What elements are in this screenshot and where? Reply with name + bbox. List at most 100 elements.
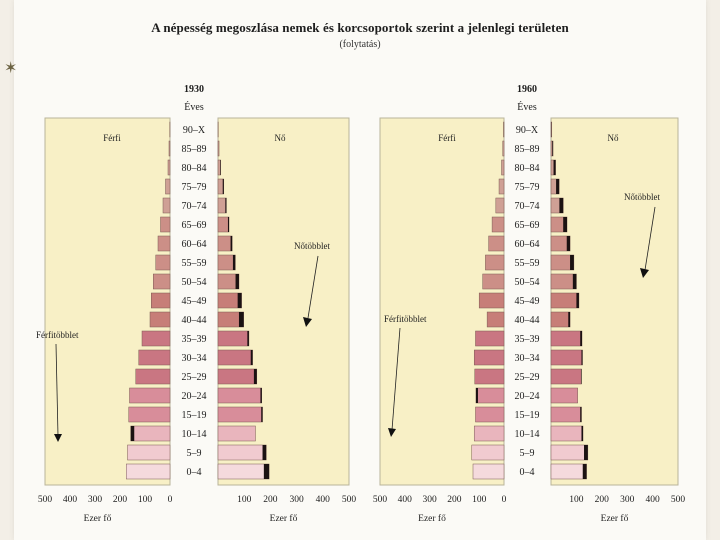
female-surplus-segment bbox=[580, 331, 582, 346]
bar-male-1930 bbox=[141, 330, 171, 347]
female-surplus-segment bbox=[230, 236, 233, 251]
x-tick-label: 200 bbox=[263, 495, 278, 505]
bar-male-1960 bbox=[475, 330, 505, 347]
x-tick-label: 100 bbox=[237, 495, 252, 505]
male-surplus-annotation: Férfitöbblet bbox=[36, 330, 79, 340]
annotation-arrow-icon bbox=[54, 434, 62, 442]
female-surplus-segment bbox=[225, 198, 227, 213]
age-group-label: 35–39 bbox=[182, 334, 207, 345]
bar-female-1930 bbox=[217, 330, 250, 347]
bar-female-1930 bbox=[217, 216, 230, 233]
bar-male-1930 bbox=[138, 349, 171, 366]
age-group-label: 20–24 bbox=[182, 391, 207, 402]
female-surplus-segment bbox=[563, 217, 568, 232]
bar-male-1960 bbox=[472, 463, 505, 480]
age-group-label: 20–24 bbox=[515, 391, 540, 402]
bar-male-1930 bbox=[168, 140, 171, 157]
female-surplus-segment bbox=[584, 445, 588, 460]
page-title: A népesség megoszlása nemek és korcsopor… bbox=[151, 20, 569, 35]
female-surplus-segment bbox=[260, 388, 262, 403]
bar-male-1930 bbox=[149, 311, 171, 328]
age-group-label: 30–34 bbox=[182, 353, 207, 364]
female-surplus-segment bbox=[572, 274, 577, 289]
female-surplus-segment bbox=[253, 369, 257, 384]
year-label: 1960 bbox=[517, 84, 537, 95]
female-surplus-segment bbox=[237, 293, 242, 308]
age-group-label: 85–89 bbox=[515, 144, 540, 155]
bar-female-1960 bbox=[550, 159, 556, 176]
page-subtitle: (folytatás) bbox=[339, 39, 381, 50]
x-tick-label: 500 bbox=[373, 495, 388, 505]
age-group-label: 15–19 bbox=[515, 410, 540, 421]
bar-female-1960 bbox=[550, 406, 582, 423]
age-group-label: 80–84 bbox=[182, 163, 207, 174]
female-surplus-segment bbox=[553, 160, 556, 175]
bar-female-1930 bbox=[217, 444, 267, 461]
bar-male-1960 bbox=[482, 273, 505, 290]
annotation-arrow-icon bbox=[303, 317, 312, 327]
annotation-arrow-icon bbox=[388, 428, 396, 437]
annotation-arrow-icon bbox=[640, 268, 649, 278]
age-group-label: 75–79 bbox=[182, 182, 207, 193]
x-tick-label: 0 bbox=[168, 495, 173, 505]
bar-male-1930 bbox=[157, 235, 171, 252]
female-surplus-segment bbox=[566, 236, 571, 251]
year-label: 1930 bbox=[184, 84, 204, 95]
x-tick-label: 100 bbox=[472, 495, 487, 505]
x-tick-label: 400 bbox=[645, 495, 660, 505]
female-label: Nő bbox=[608, 133, 619, 143]
age-group-label: 60–64 bbox=[182, 239, 207, 250]
age-group-label: 5–9 bbox=[520, 448, 535, 459]
female-surplus-segment bbox=[262, 445, 267, 460]
female-surplus-segment bbox=[263, 464, 270, 479]
x-tick-label: 400 bbox=[316, 495, 331, 505]
age-group-label: 30–34 bbox=[515, 353, 540, 364]
x-tick-label: 300 bbox=[422, 495, 437, 505]
age-group-label: 45–49 bbox=[182, 296, 207, 307]
female-surplus-segment bbox=[227, 217, 230, 232]
age-group-label: 25–29 bbox=[515, 372, 540, 383]
age-group-label: 70–74 bbox=[182, 201, 207, 212]
x-tick-label: 500 bbox=[38, 495, 53, 505]
age-group-label: 5–9 bbox=[187, 448, 202, 459]
age-group-label: 60–64 bbox=[515, 239, 540, 250]
bar-female-1930 bbox=[217, 425, 256, 442]
bar-female-1930 bbox=[217, 254, 236, 271]
bar-male-1960 bbox=[475, 406, 505, 423]
age-group-label: 10–14 bbox=[182, 429, 207, 440]
age-group-label: 25–29 bbox=[182, 372, 207, 383]
bar-female-1930 bbox=[217, 349, 253, 366]
female-surplus-segment bbox=[559, 198, 564, 213]
bar-female-1960 bbox=[550, 273, 577, 290]
age-group-label: 0–4 bbox=[187, 467, 202, 478]
female-surplus-annotation: Nőtöbblet bbox=[624, 192, 660, 202]
bar-male-1930 bbox=[165, 178, 171, 195]
annotation-leader-line bbox=[644, 206, 656, 271]
age-group-label: 80–84 bbox=[515, 163, 540, 174]
age-group-label: 65–69 bbox=[182, 220, 207, 231]
age-group-label: 40–44 bbox=[515, 315, 540, 326]
bar-female-1960 bbox=[550, 311, 571, 328]
x-tick-label: 100 bbox=[569, 495, 584, 505]
female-surplus-segment bbox=[552, 141, 554, 156]
bar-male-1960 bbox=[491, 216, 505, 233]
male-label: Férfi bbox=[103, 133, 121, 143]
female-surplus-segment bbox=[250, 350, 253, 365]
bar-male-1960 bbox=[475, 387, 505, 404]
bullet-mark-icon: ✶ bbox=[4, 60, 18, 77]
annotation-leader-line bbox=[55, 343, 59, 437]
bar-male-1930 bbox=[160, 216, 171, 233]
bar-male-1960 bbox=[486, 311, 505, 328]
age-group-label: 50–54 bbox=[182, 277, 207, 288]
bar-female-1930 bbox=[217, 463, 270, 480]
female-surplus-segment bbox=[235, 274, 239, 289]
bar-male-1960 bbox=[501, 159, 505, 176]
bar-male-1930 bbox=[126, 463, 171, 480]
bar-female-1960 bbox=[550, 349, 583, 366]
x-tick-label: 300 bbox=[289, 495, 304, 505]
female-surplus-segment bbox=[570, 255, 574, 270]
age-group-label: 0–4 bbox=[520, 467, 535, 478]
age-group-label: 75–79 bbox=[515, 182, 540, 193]
age-group-label: 55–59 bbox=[182, 258, 207, 269]
